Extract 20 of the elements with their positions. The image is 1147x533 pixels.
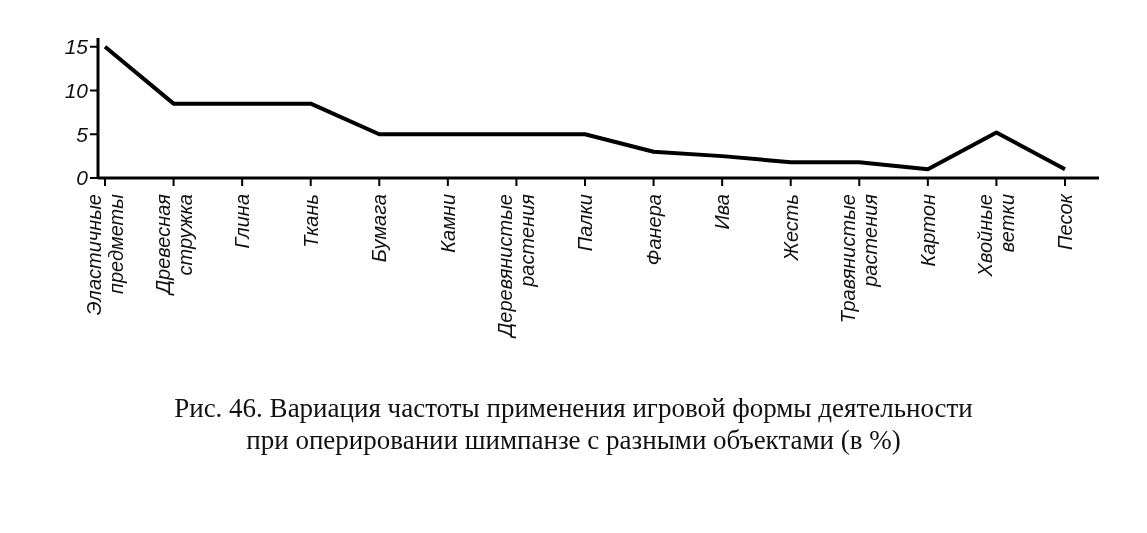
y-tick-label: 0: [76, 166, 89, 190]
y-tick-label: 10: [64, 78, 89, 102]
x-tick-label: Картон: [916, 194, 939, 267]
x-tick-label: Фанера: [642, 194, 665, 266]
y-tick-label: 15: [64, 35, 89, 59]
x-tick-label: Ткань: [299, 194, 322, 248]
x-tick-label: Бумага: [368, 194, 391, 263]
text: Рис. 46. Вариация частоты применения игровой формы деятельности при оперировании шимпанзе с разными объектами (в %): [173, 392, 974, 456]
x-tick-label: Деревянистые растения: [494, 193, 539, 339]
x-tick-label: Хвойные ветки: [974, 194, 1019, 278]
x-tick-label: Песок: [1054, 192, 1076, 250]
x-tick-label: Жесть: [779, 194, 802, 262]
x-tick-label: Травянистые растения: [837, 193, 882, 324]
x-tick-label: Ива: [711, 194, 734, 230]
y-tick-label: 5: [76, 122, 89, 146]
x-tick-label: Палки: [574, 194, 596, 252]
x-tick-label: Эластичные предметы: [83, 193, 127, 316]
x-tick-label: Камни: [436, 194, 459, 253]
line-series: [103, 44, 1067, 172]
x-tick-label: Глина: [231, 194, 254, 249]
